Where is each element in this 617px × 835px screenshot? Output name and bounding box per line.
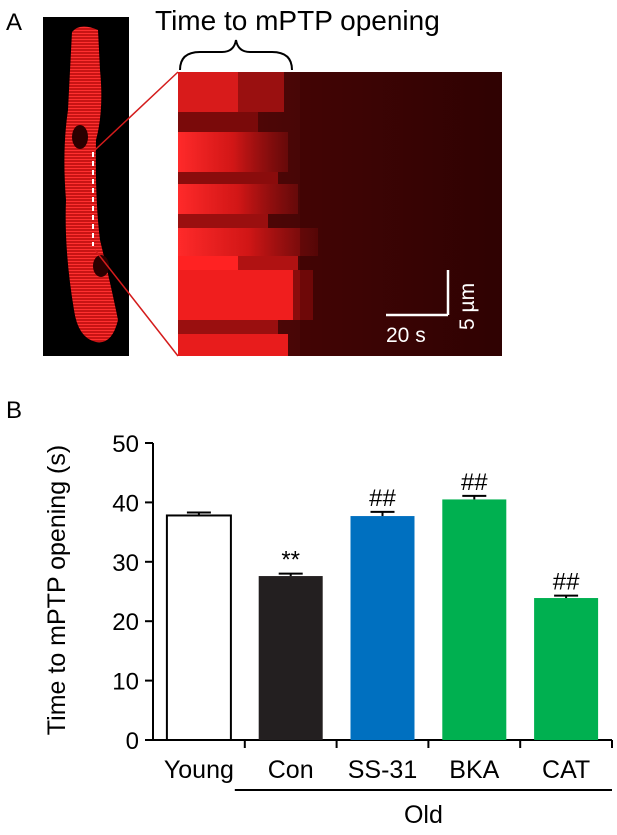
- y-tick-label-10: 10: [112, 669, 139, 696]
- zoom-line-bottom: [94, 249, 179, 357]
- y-tick-label-50: 50: [112, 431, 139, 458]
- group-label: Old: [404, 801, 443, 829]
- cell-nucleus-top: [72, 125, 88, 149]
- panel-b: B Time to mPTP opening (s) 0 10 20 30 40 50 Yo…: [6, 397, 613, 829]
- zoom-line-top: [94, 71, 179, 151]
- bar-ss-31: [350, 516, 415, 740]
- significance-ss-31: ##: [369, 485, 396, 512]
- x-tick-label-bka: BKA: [449, 756, 499, 784]
- y-tick-label-30: 30: [112, 550, 139, 577]
- significance-con: **: [281, 547, 300, 574]
- cell-nucleus-bottom: [93, 255, 109, 277]
- x-tick-label-con: Con: [268, 756, 314, 784]
- scale-bar: 20 s 5 µm: [386, 270, 479, 347]
- bar-young: [165, 514, 232, 742]
- bar-bka: [442, 499, 507, 740]
- significance-bka: ##: [461, 469, 488, 496]
- y-axis-label: Time to mPTP opening (s): [43, 445, 71, 735]
- panel-b-letter: B: [6, 397, 22, 424]
- x-tick-label-young: Young: [164, 756, 234, 784]
- bar-cat: [534, 598, 599, 740]
- panel-a-title: Time to mPTP opening: [155, 5, 440, 36]
- y-tick-label-0: 0: [126, 728, 139, 755]
- panel-a-letter: A: [6, 9, 22, 36]
- bar-con: [258, 576, 323, 740]
- y-tick-label-20: 20: [112, 609, 139, 636]
- panel-a: A Time to mPTP opening: [6, 5, 502, 357]
- x-tick-label-ss-31: SS-31: [348, 756, 417, 784]
- y-tick-label-40: 40: [112, 490, 139, 517]
- kymograph: [178, 72, 502, 356]
- significance-cat: ##: [553, 569, 580, 596]
- time-brace: [179, 39, 293, 71]
- x-tick-label-cat: CAT: [542, 756, 590, 784]
- scale-bar-length: 5 µm: [456, 283, 479, 330]
- bar-chart: 0 10 20 30 40 50 Young ** Con ## SS-31 ## BKA ## CAT Ol…: [112, 431, 613, 829]
- scale-bar-time: 20 s: [386, 324, 426, 347]
